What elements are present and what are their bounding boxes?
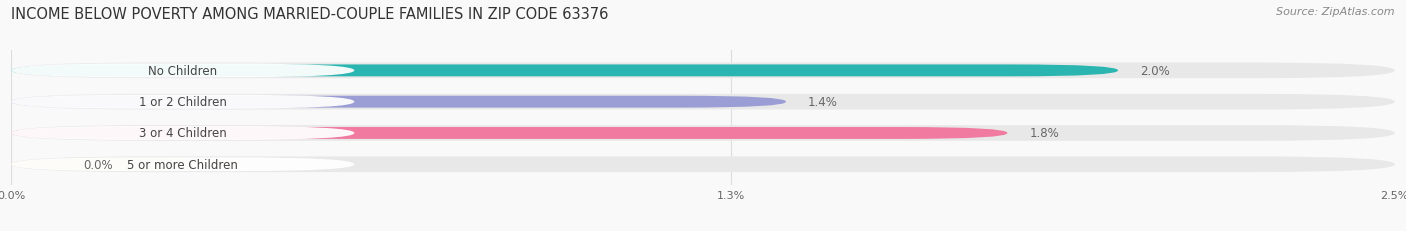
FancyBboxPatch shape — [11, 65, 1118, 77]
Text: Source: ZipAtlas.com: Source: ZipAtlas.com — [1277, 7, 1395, 17]
FancyBboxPatch shape — [11, 95, 354, 109]
FancyBboxPatch shape — [11, 94, 1395, 110]
FancyBboxPatch shape — [11, 96, 786, 108]
FancyBboxPatch shape — [11, 158, 354, 171]
FancyBboxPatch shape — [11, 64, 354, 78]
Text: 1.4%: 1.4% — [808, 96, 838, 109]
Text: No Children: No Children — [148, 65, 218, 78]
Text: 3 or 4 Children: 3 or 4 Children — [139, 127, 226, 140]
FancyBboxPatch shape — [11, 127, 354, 140]
FancyBboxPatch shape — [11, 157, 1395, 172]
Text: 0.0%: 0.0% — [83, 158, 112, 171]
Text: 5 or more Children: 5 or more Children — [128, 158, 238, 171]
Text: 1 or 2 Children: 1 or 2 Children — [139, 96, 226, 109]
Text: 1.8%: 1.8% — [1029, 127, 1059, 140]
Text: 2.0%: 2.0% — [1140, 65, 1170, 78]
FancyBboxPatch shape — [11, 63, 1395, 79]
FancyBboxPatch shape — [11, 128, 1007, 139]
FancyBboxPatch shape — [11, 126, 1395, 141]
Text: INCOME BELOW POVERTY AMONG MARRIED-COUPLE FAMILIES IN ZIP CODE 63376: INCOME BELOW POVERTY AMONG MARRIED-COUPL… — [11, 7, 609, 22]
FancyBboxPatch shape — [11, 159, 243, 170]
